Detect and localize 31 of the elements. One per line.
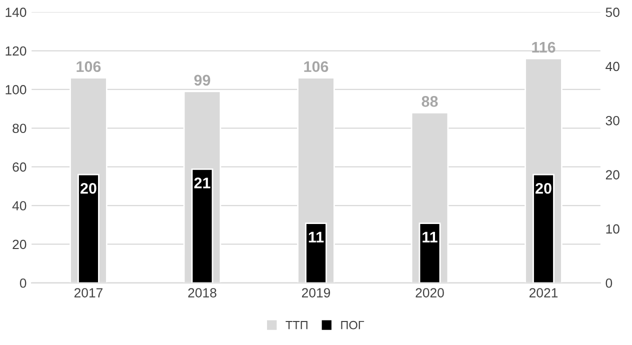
legend-label: ПОГ [341,320,364,330]
data-label: 11 [422,232,438,242]
y-tick-label: 40 [12,201,26,210]
data-label: 106 [76,61,101,72]
y-tick-label: 140 [6,8,26,17]
y2-tick-label: 40 [606,62,620,72]
x-tick-label: 2021 [530,288,558,298]
data-label: 20 [80,182,96,194]
x-tick-label: 2020 [416,288,444,298]
data-label: 106 [304,61,328,72]
y-tick-label: 20 [12,240,26,250]
y-tick-label: 0 [20,278,26,288]
y2-tick-label: 20 [606,170,620,180]
y2-tick-label: 0 [606,278,612,288]
data-label: 116 [532,42,556,53]
y-tick-label: 80 [12,124,26,134]
y2-tick-label: 50 [606,8,620,17]
data-label: 88 [422,96,438,107]
x-tick-label: 2018 [188,288,216,298]
x-tick-label: 2019 [302,288,330,298]
y-tick-label: 60 [12,162,26,172]
data-label: 11 [308,232,324,242]
y2-tick-label: 10 [606,224,620,234]
legend-label: ТТП [286,321,308,330]
data-label: 21 [194,178,210,188]
y2-tick-label: 30 [606,116,620,126]
y-tick-label: 120 [6,46,26,56]
y-tick-label: 100 [6,85,26,94]
data-label: 20 [536,182,552,194]
x-tick-label: 2017 [74,288,102,298]
data-label: 99 [194,74,210,86]
